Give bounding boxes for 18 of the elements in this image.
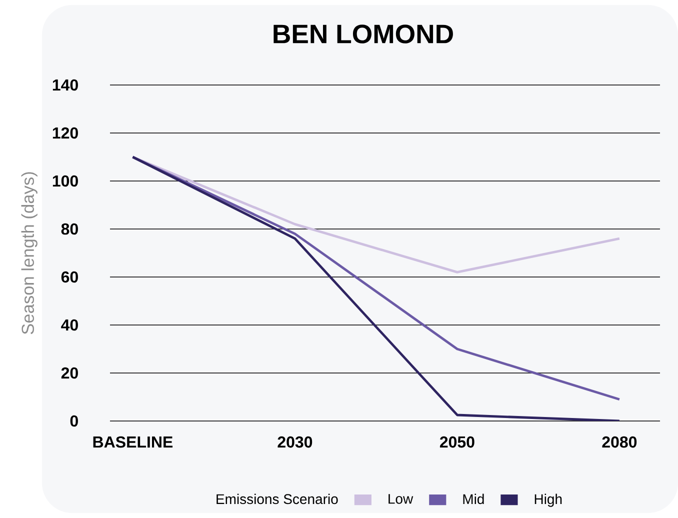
x-tick-label: 2050 xyxy=(440,436,474,448)
y-tick-label: 100 xyxy=(52,175,78,187)
y-axis-title: Season length (days) xyxy=(21,172,38,334)
x-tick-label: BASELINE xyxy=(93,436,173,448)
chart-title: BEN LOMOND xyxy=(274,24,453,44)
y-tick-label: 40 xyxy=(61,319,78,331)
y-tick-label: 20 xyxy=(61,367,78,379)
legend-label: Mid xyxy=(463,494,484,504)
y-tick-label: 0 xyxy=(70,415,78,427)
y-tick-label: 140 xyxy=(52,79,78,91)
x-tick-label: 2030 xyxy=(278,436,312,448)
legend-title: Emissions Scenario xyxy=(216,494,338,504)
legend-label: High xyxy=(534,494,562,507)
y-tick-label: 60 xyxy=(61,271,78,283)
y-tick-label: 80 xyxy=(61,223,78,235)
x-tick-label: 2080 xyxy=(602,436,637,448)
legend-label: Low xyxy=(388,494,414,504)
y-tick-label: 120 xyxy=(52,127,78,139)
